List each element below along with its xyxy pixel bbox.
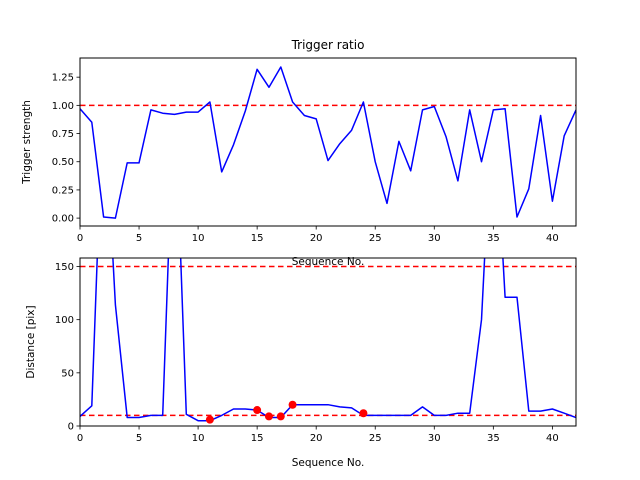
y-axis-label: Trigger strength	[21, 100, 33, 185]
y-tick-label: 150	[55, 262, 74, 273]
series-lines	[80, 258, 576, 422]
x-tick-label: 0	[77, 433, 83, 444]
y-axis-ticks: 0.00 0.25 0.50 0.75 1.00 1.25	[52, 73, 80, 225]
x-tick-label: 30	[428, 233, 441, 244]
y-tick-label: 0.00	[52, 214, 74, 225]
marker-point	[359, 409, 368, 418]
x-axis-label: Sequence No.	[292, 256, 365, 268]
y-tick-label: 0.25	[52, 185, 74, 196]
x-tick-label: 25	[369, 433, 382, 444]
plot-frame	[79, 57, 577, 227]
x-tick-label: 10	[192, 433, 205, 444]
marker-point	[276, 412, 285, 421]
y-axis-ticks: 0 50 100 150	[55, 262, 80, 433]
marker-point	[264, 412, 273, 421]
x-tick-label: 10	[192, 233, 205, 244]
series-line	[80, 66, 576, 219]
marker-point	[253, 406, 262, 415]
series-lines	[80, 66, 576, 219]
trigger-ratio-chart: Trigger ratio 0 5 10 15 20 25 30 35 40 0.000.250…	[21, 38, 577, 268]
series-line	[80, 258, 576, 422]
x-axis-label: Sequence No.	[292, 457, 365, 469]
y-axis-label: Distance [pix]	[25, 305, 37, 378]
chart-title: Trigger ratio	[291, 38, 365, 52]
y-tick-label: 0	[68, 422, 74, 433]
x-tick-label: 40	[546, 433, 559, 444]
y-tick-label: 0.50	[52, 157, 74, 168]
x-tick-label: 40	[546, 233, 559, 244]
marker-point	[205, 415, 214, 424]
highlight-markers	[205, 400, 368, 424]
x-tick-label: 0	[77, 233, 83, 244]
plot-frame	[79, 257, 577, 427]
x-tick-label: 5	[136, 233, 142, 244]
y-tick-label: 100	[55, 315, 74, 326]
y-tick-label: 1.00	[52, 101, 74, 112]
x-tick-label: 15	[251, 233, 264, 244]
x-tick-label: 35	[487, 233, 500, 244]
y-tick-label: 0.75	[52, 129, 74, 140]
marker-point	[288, 400, 297, 409]
x-tick-label: 15	[251, 433, 264, 444]
x-tick-label: 35	[487, 433, 500, 444]
x-tick-label: 5	[136, 433, 142, 444]
x-tick-label: 20	[310, 233, 323, 244]
x-tick-label: 25	[369, 233, 382, 244]
x-tick-label: 20	[310, 433, 323, 444]
x-tick-label: 30	[428, 433, 441, 444]
x-axis-ticks: 0 5 10 15 20 25 30 35 40	[77, 226, 559, 244]
y-tick-label: 1.25	[52, 73, 74, 84]
y-tick-label: 50	[61, 368, 74, 379]
x-axis-ticks: 0 5 10 15 20 25 30 35 40	[77, 426, 559, 444]
